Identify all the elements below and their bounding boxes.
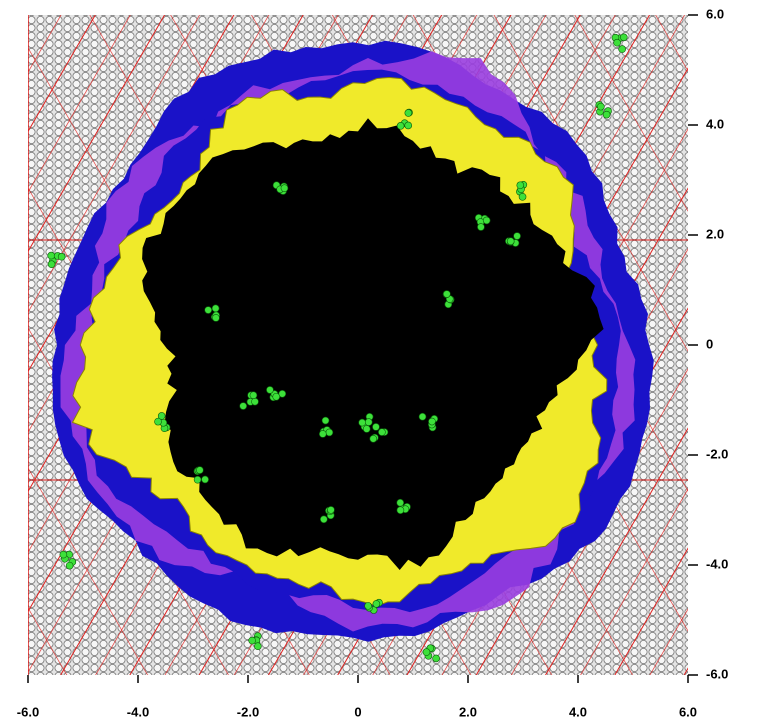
green-cell: [404, 121, 413, 130]
green-cell: [327, 506, 335, 514]
green-cell: [369, 434, 378, 443]
green-cell: [321, 416, 330, 425]
green-cell: [204, 306, 213, 314]
green-cell: [443, 290, 451, 298]
green-cell: [254, 642, 262, 651]
green-cell: [602, 110, 611, 119]
green-cell: [477, 223, 485, 231]
green-cell: [404, 109, 413, 117]
green-cell: [518, 193, 527, 201]
y-tick-label: 4.0: [706, 116, 724, 131]
green-cell: [248, 636, 256, 645]
green-cell: [372, 600, 381, 608]
x-tick-label: -6.0: [17, 704, 39, 719]
x-tick-label: -4.0: [127, 704, 149, 719]
x-tick-label: 2.0: [459, 704, 477, 719]
x-tick-label: 6.0: [679, 704, 697, 719]
green-cell: [620, 33, 628, 42]
green-cell: [201, 475, 209, 484]
green-cell: [597, 102, 605, 111]
y-tick-label: 6.0: [706, 6, 724, 21]
green-cell: [193, 475, 202, 484]
green-cell: [278, 389, 287, 398]
green-cell: [432, 654, 440, 663]
green-cell: [157, 412, 166, 420]
green-cell: [249, 391, 258, 400]
green-cell: [65, 561, 74, 570]
y-tick-label: 0: [706, 336, 713, 351]
green-cell: [396, 506, 405, 514]
green-cell: [211, 304, 220, 313]
y-tick-label: 2.0: [706, 226, 724, 241]
green-cell: [251, 397, 259, 406]
y-tick-label: -4.0: [706, 556, 728, 571]
y-tick-label: -2.0: [706, 446, 728, 461]
green-cell: [396, 498, 405, 507]
green-cell: [59, 550, 68, 559]
green-cell: [280, 184, 289, 192]
green-cell: [613, 38, 621, 47]
green-cell: [266, 386, 274, 394]
green-cell: [57, 252, 66, 261]
green-cell: [482, 216, 491, 225]
green-cell: [618, 45, 626, 53]
plot-area: [28, 15, 688, 675]
green-cell: [319, 430, 327, 438]
green-cell: [418, 412, 427, 421]
green-cell: [358, 418, 366, 427]
green-cell: [516, 181, 525, 190]
green-cell: [47, 251, 56, 260]
green-cell: [212, 314, 220, 322]
y-tick-label: -6.0: [706, 666, 728, 681]
green-cell: [154, 417, 162, 426]
green-cell: [239, 402, 247, 410]
green-cell: [364, 602, 372, 610]
green-cell: [272, 392, 281, 401]
green-cell: [422, 648, 431, 656]
green-cell: [47, 260, 56, 269]
green-cell: [362, 425, 371, 433]
green-cell: [364, 418, 373, 426]
green-cell: [378, 428, 386, 436]
x-tick-label: -2.0: [237, 704, 259, 719]
black-core: [142, 118, 604, 570]
green-cell: [325, 428, 334, 437]
green-cell: [372, 423, 380, 431]
green-cell: [513, 232, 521, 240]
green-cell: [396, 122, 405, 130]
green-cell: [428, 417, 436, 426]
x-tick-label: 0: [354, 704, 361, 719]
green-cell: [320, 515, 328, 524]
green-cell: [196, 466, 204, 474]
green-cell: [506, 237, 515, 246]
x-tick-label: 4.0: [569, 704, 587, 719]
